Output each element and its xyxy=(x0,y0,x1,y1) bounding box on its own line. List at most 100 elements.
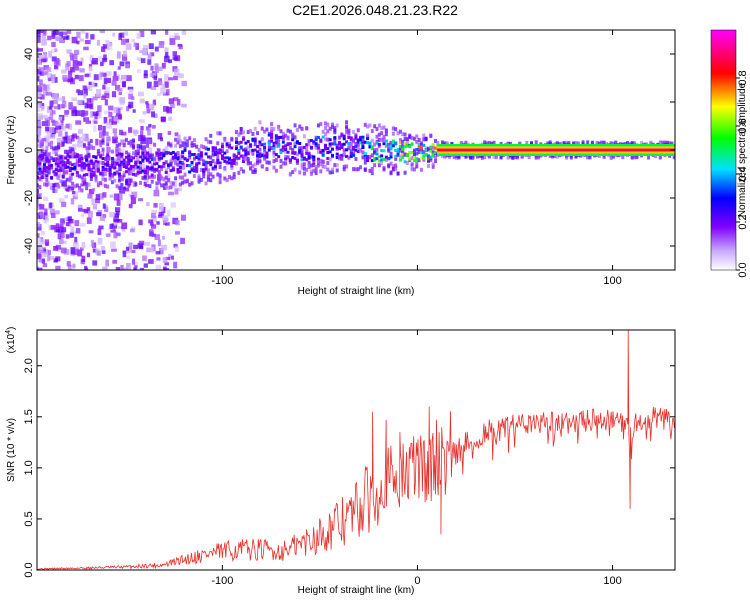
spectrogram-noise-cell xyxy=(74,236,78,244)
spectrogram-noise-cell xyxy=(118,114,122,120)
spectrogram-ridge-cell xyxy=(176,167,180,171)
spectrogram-halo-cell xyxy=(349,142,353,147)
spectrogram-halo-cell xyxy=(127,152,131,157)
spectrogram-noise-cell xyxy=(131,249,136,253)
spectrogram-halo-cell xyxy=(232,154,236,159)
spectrogram-halo-cell xyxy=(431,150,435,155)
spectrogram-halo-cell xyxy=(352,129,356,134)
spectrogram-noise-cell xyxy=(163,267,170,270)
spectrogram-halo-cell xyxy=(185,178,189,183)
spectrogram-noise-cell xyxy=(64,217,68,221)
spectrogram-halo-cell xyxy=(117,142,121,147)
spectrogram-noise-cell xyxy=(86,252,91,258)
spectrogram-halo-cell xyxy=(75,183,79,188)
spectrogram-noise-cell xyxy=(42,174,48,179)
spectrogram-halo-cell xyxy=(188,182,192,187)
spectrogram-halo-cell xyxy=(361,141,365,146)
spectrogram-noise-cell xyxy=(54,48,58,52)
spectrogram-noise-cell xyxy=(141,49,147,56)
spectrogram-halo-cell xyxy=(277,138,281,143)
colorbar-gradient xyxy=(710,29,737,271)
spectrogram-halo-cell xyxy=(511,155,515,160)
spectrogram-noise-cell xyxy=(121,227,126,232)
spectrogram-halo-cell xyxy=(85,186,89,191)
spectrogram-noise-cell xyxy=(106,44,111,51)
spectrogram-halo-cell xyxy=(157,170,161,175)
spectrogram-ridge-cell xyxy=(96,169,100,173)
spectrogram-halo-cell xyxy=(471,155,475,160)
spectrogram-halo-cell xyxy=(375,127,379,132)
spectrogram-ridge-cell xyxy=(150,173,154,177)
spectrogram-halo-cell xyxy=(384,157,388,162)
spectrogram-halo-cell xyxy=(415,164,419,169)
spectrogram-noise-cell xyxy=(116,51,121,59)
spectrogram-halo-cell xyxy=(466,154,470,159)
spectrogram-halo-cell xyxy=(267,145,271,150)
spectrogram-noise-cell xyxy=(151,215,158,223)
spectrogram-noise-cell xyxy=(38,256,42,263)
spectrogram-halo-cell xyxy=(129,139,133,144)
spectrogram-noise-cell xyxy=(38,132,42,140)
colorbar-tick-label: 0.6 xyxy=(737,118,749,133)
spectrogram-ridge-cell xyxy=(136,170,140,174)
spectrogram-halo-cell xyxy=(47,142,51,147)
spectrogram-noise-cell xyxy=(66,261,71,267)
spectrogram-noise-cell xyxy=(102,57,108,62)
spectrogram-noise-cell xyxy=(97,111,102,119)
spectrogram-noise-cell xyxy=(179,162,185,170)
spectrogram-halo-cell xyxy=(223,138,227,143)
spectrogram-ridge-cell xyxy=(354,148,358,152)
spectrogram-halo-cell xyxy=(106,167,110,172)
spectrogram-noise-cell xyxy=(81,255,86,262)
spectrogram-halo-cell xyxy=(663,140,667,145)
spectrogram-ridge-cell xyxy=(366,159,370,163)
spectrogram-noise-cell xyxy=(119,78,124,84)
spectrogram-halo-cell xyxy=(68,149,72,154)
spectrogram-halo-cell xyxy=(57,154,61,159)
spectrogram-noise-cell xyxy=(71,53,78,60)
spectrogram-noise-cell xyxy=(55,223,60,229)
spectrogram-noise-cell xyxy=(172,56,178,61)
spectrogram-noise-cell xyxy=(113,231,118,239)
spectrogram-ridge-cell xyxy=(281,140,285,144)
spectrogram-noise-cell xyxy=(54,76,58,83)
spectrogram-noise-cell xyxy=(122,250,127,258)
spectrogram-halo-cell xyxy=(242,130,246,135)
spectrogram-noise-cell xyxy=(102,44,109,49)
spectrogram-halo-cell xyxy=(333,130,337,135)
spectrogram-halo-cell xyxy=(307,142,311,147)
spectrogram-noise-cell xyxy=(41,33,47,39)
spectrogram-ridge-cell xyxy=(195,163,199,167)
spectrogram-halo-cell xyxy=(249,161,253,166)
spectrogram-halo-cell xyxy=(274,139,278,144)
spectrogram-halo-cell xyxy=(115,148,119,153)
spectrogram-noise-cell xyxy=(154,66,159,74)
spectrogram-halo-cell xyxy=(75,159,79,164)
spectrogram-noise-cell xyxy=(65,177,72,182)
spectrogram-ridge-cell xyxy=(426,154,430,158)
spectrogram-halo-cell xyxy=(216,154,220,159)
spectrogram-halo-cell xyxy=(227,141,231,146)
spectrogram-halo-cell xyxy=(347,155,351,160)
spectrogram-halo-cell xyxy=(335,143,339,148)
spectrogram-ridge-cell xyxy=(323,147,327,151)
spectrogram-noise-cell xyxy=(102,192,107,198)
spectrogram-ridge-cell xyxy=(326,156,330,160)
spectrogram-halo-cell xyxy=(127,140,131,145)
spectrogram-halo-cell xyxy=(375,134,379,139)
spectrogram-ridge-cell xyxy=(43,169,47,173)
spectrogram-halo-cell xyxy=(391,166,395,171)
spectrogram-noise-cell xyxy=(51,120,58,126)
spectrogram-noise-cell xyxy=(151,72,157,78)
spectrogram-ridge-cell xyxy=(410,142,414,146)
spectrogram-halo-cell xyxy=(602,140,606,145)
spectrogram-halo-cell xyxy=(349,145,353,150)
spectrogram-halo-cell xyxy=(309,154,313,159)
spectrogram-halo-cell xyxy=(246,159,250,164)
spectrogram-ridge-cell xyxy=(298,142,302,146)
spectrogram-ridge-cell xyxy=(143,171,147,175)
spectrogram-halo-cell xyxy=(302,166,306,171)
spectrogram-ridge-cell xyxy=(206,161,210,165)
spectrogram-halo-cell xyxy=(253,162,257,167)
spectrogram-halo-cell xyxy=(139,180,143,185)
